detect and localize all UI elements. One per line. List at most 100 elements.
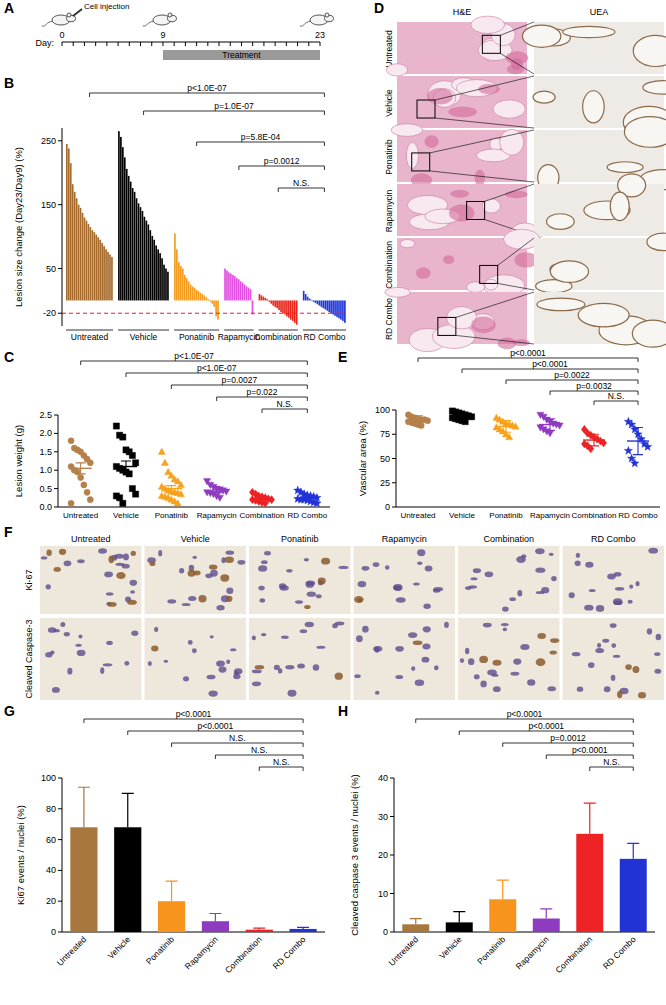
panel-label: D <box>374 0 384 16</box>
bar <box>402 924 429 932</box>
comparison-bracket <box>217 397 308 401</box>
stained-nucleus <box>321 558 330 565</box>
bar <box>344 300 346 322</box>
bar <box>194 288 196 301</box>
y-tick-label: 0 <box>51 927 56 937</box>
nucleus <box>208 690 217 696</box>
stained-nucleus <box>318 577 326 584</box>
bar <box>274 300 276 306</box>
timeline-tick <box>106 42 107 46</box>
bar <box>74 192 76 301</box>
bar <box>97 237 99 300</box>
nucleus <box>510 672 519 676</box>
nucleus <box>154 627 158 632</box>
stained-nucleus <box>151 645 158 651</box>
nucleus <box>106 592 114 595</box>
x-tick-label: Rapamycin <box>183 934 220 971</box>
comparison-label: N.S. <box>229 733 246 743</box>
bar <box>132 188 134 300</box>
plot-area <box>62 131 348 325</box>
nucleus <box>395 646 404 652</box>
ihc-background <box>40 546 142 614</box>
mouse-ear <box>67 13 71 17</box>
tissue <box>475 170 485 187</box>
bar <box>340 300 342 319</box>
comparison-bracket <box>590 767 634 771</box>
lumen <box>471 16 505 33</box>
nucleus <box>569 592 575 598</box>
nucleus <box>648 548 658 554</box>
stained-nucleus <box>46 549 51 556</box>
x-tick-label: Rapamycin <box>514 934 551 971</box>
zoom-box <box>480 265 498 283</box>
nucleus <box>103 663 113 666</box>
vessel <box>583 91 605 123</box>
nucleus <box>551 576 557 581</box>
comparison-label: p<0.0001 <box>198 721 234 731</box>
ihc-background <box>249 546 351 614</box>
vessel <box>633 35 666 66</box>
timeline-tick <box>297 42 298 46</box>
nucleus <box>281 636 289 639</box>
data-point <box>624 446 632 454</box>
data-point <box>174 500 181 506</box>
bar <box>190 284 192 300</box>
ihc-image <box>145 618 247 700</box>
bar <box>86 221 88 301</box>
y-tick <box>54 507 58 508</box>
panel-label: F <box>4 524 13 540</box>
nucleus <box>611 643 616 648</box>
bar <box>161 258 163 300</box>
error-bar <box>627 843 639 858</box>
error-bar <box>453 912 465 923</box>
bar <box>321 300 323 306</box>
y-axis <box>62 128 63 326</box>
column-label: Untreated <box>71 534 111 544</box>
y-tick-label: 30 <box>378 812 388 822</box>
lumen <box>432 324 475 348</box>
comparison-bracket <box>239 166 325 170</box>
he-background <box>397 184 527 236</box>
bar <box>140 207 142 300</box>
zoom-box <box>482 35 500 53</box>
stained-nucleus <box>59 549 66 555</box>
nucleus <box>304 558 309 561</box>
bar <box>446 922 473 932</box>
bar <box>315 300 317 303</box>
data-point <box>68 500 74 506</box>
x-tick-label: Untreated <box>387 934 421 968</box>
bar <box>259 294 261 300</box>
comparison-label: p=0.0027 <box>221 375 257 385</box>
bar <box>282 300 284 313</box>
nucleus <box>521 554 526 558</box>
panel-label: B <box>4 75 14 91</box>
error-bar <box>501 421 511 433</box>
comparison-bracket <box>81 361 308 365</box>
mouse-tail <box>300 21 311 26</box>
panel-label: A <box>4 0 14 16</box>
error-bar <box>209 914 221 922</box>
bar <box>92 230 94 300</box>
uea-image <box>534 117 666 191</box>
comparison-label: p=0.022 <box>247 387 278 397</box>
y-tick-label: 20 <box>46 896 56 906</box>
data-point <box>216 495 223 501</box>
comparison-bracket <box>90 93 325 97</box>
bar <box>336 300 338 317</box>
x-tick-label: Vehicle <box>437 934 464 961</box>
comparison-label: N.S. <box>273 757 290 767</box>
nucleus <box>655 669 662 674</box>
comparison-label: p<0.0001 <box>532 359 568 369</box>
nucleus <box>613 655 620 658</box>
tissue <box>471 317 496 334</box>
bar <box>324 300 326 309</box>
zoom-box <box>417 100 435 118</box>
bar <box>163 265 165 301</box>
comparison-bracket <box>259 767 303 771</box>
uea-image <box>534 174 664 236</box>
lumen <box>406 142 418 168</box>
nucleus <box>332 623 338 628</box>
data-point <box>68 438 74 444</box>
data-point <box>631 459 639 467</box>
nucleus <box>385 565 389 569</box>
